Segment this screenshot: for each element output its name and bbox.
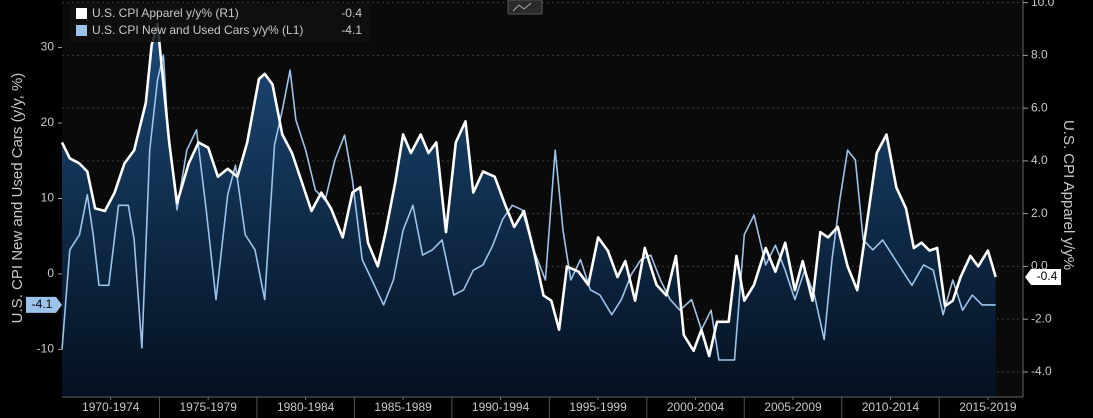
line — [60, 22, 997, 358]
last-value-label: -0.4 — [1037, 269, 1058, 283]
y2-tick-label: -2.0 — [1031, 311, 1052, 325]
areas — [62, 23, 996, 397]
y2-tick-label: 8.0 — [1031, 48, 1048, 62]
legend-value: -4.1 — [341, 23, 362, 37]
x-tick-label: 1975-1979 — [180, 400, 238, 414]
lines — [60, 22, 997, 361]
button-icon — [512, 2, 532, 12]
x-tick-label: 1990-1994 — [472, 400, 530, 414]
y2-tick-label: -4.0 — [1031, 364, 1052, 378]
y2-tick-label: 4.0 — [1031, 153, 1048, 167]
legend-swatch — [76, 8, 87, 19]
right-axis-title: U.S. CPI Apparel y/y% — [1060, 120, 1077, 270]
x-tick-label: 1985-1989 — [374, 400, 432, 414]
legend: U.S. CPI Apparel y/y% (R1) -0.4 U.S. CPI… — [70, 4, 370, 42]
x-tick-label: 1970-1974 — [82, 400, 140, 414]
x-tick-label: 2015-2019 — [959, 400, 1017, 414]
left-axis-title: U.S. CPI New and Used Cars (y/y, %) — [9, 73, 26, 324]
legend-label: U.S. CPI Apparel y/y% (R1) — [92, 6, 239, 20]
y2-tick-label: 6.0 — [1031, 100, 1048, 114]
x-tick-label: 1980-1984 — [277, 400, 335, 414]
y-tick-label: 0 — [47, 266, 54, 280]
legend-swatch — [76, 25, 87, 36]
last-value-tag — [26, 296, 62, 313]
x-tick-label: 2005-2009 — [764, 400, 822, 414]
x-tick-label: 2010-2014 — [862, 400, 920, 414]
axes: -4.0-2.00.02.04.06.08.010.0-100102030197… — [26, 0, 1061, 418]
x-tick-label: 1995-1999 — [569, 400, 627, 414]
last-value-label: -4.1 — [32, 297, 53, 311]
legend-box — [70, 4, 370, 42]
y-tick-label: 30 — [41, 40, 55, 54]
y-tick-label: 10 — [41, 191, 55, 205]
last-value-tag — [1025, 268, 1061, 285]
chart-type-button[interactable] — [507, 0, 543, 15]
x-tick-label: 2000-2004 — [667, 400, 725, 414]
y-tick-label: 20 — [41, 115, 55, 129]
y-tick-label: -10 — [37, 342, 55, 356]
area — [62, 23, 996, 397]
y2-tick-label: 2.0 — [1031, 206, 1048, 220]
y2-tick-label: 10.0 — [1031, 0, 1055, 9]
legend-label: U.S. CPI New and Used Cars y/y% (L1) — [92, 23, 303, 37]
button-frame[interactable] — [507, 0, 543, 15]
legend-value: -0.4 — [341, 6, 362, 20]
